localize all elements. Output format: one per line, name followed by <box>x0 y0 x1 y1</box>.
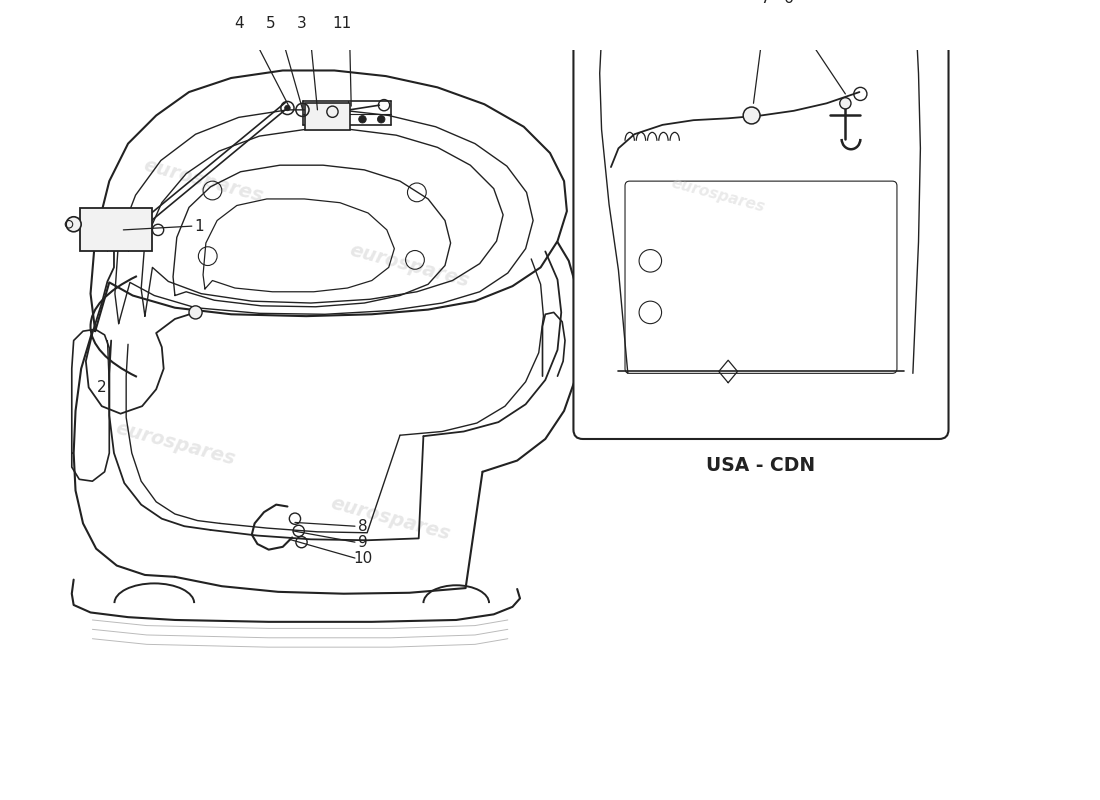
Text: eurospares: eurospares <box>141 156 265 206</box>
Circle shape <box>66 217 81 232</box>
Text: eurospares: eurospares <box>329 494 452 544</box>
FancyBboxPatch shape <box>573 0 948 439</box>
Text: eurospares: eurospares <box>348 240 472 290</box>
Text: 8: 8 <box>358 518 367 534</box>
Text: USA - CDN: USA - CDN <box>706 456 815 474</box>
Text: eurospares: eurospares <box>113 418 236 469</box>
Circle shape <box>285 105 290 110</box>
Text: 11: 11 <box>332 16 352 31</box>
Text: 7: 7 <box>761 0 770 6</box>
Circle shape <box>359 115 366 123</box>
Text: 4: 4 <box>234 16 243 31</box>
Circle shape <box>839 98 851 109</box>
Text: 2: 2 <box>97 380 107 395</box>
FancyBboxPatch shape <box>306 103 350 130</box>
Text: eurospares: eurospares <box>670 176 767 215</box>
Circle shape <box>189 306 202 319</box>
Text: 9: 9 <box>358 534 367 550</box>
Circle shape <box>744 107 760 124</box>
Text: 6: 6 <box>784 0 794 6</box>
Text: 3: 3 <box>297 16 307 31</box>
Circle shape <box>377 115 385 123</box>
Text: 1: 1 <box>195 218 205 234</box>
FancyBboxPatch shape <box>80 208 153 251</box>
Text: 10: 10 <box>353 550 372 566</box>
Text: 5: 5 <box>266 16 275 31</box>
Circle shape <box>332 115 340 123</box>
FancyBboxPatch shape <box>637 0 876 33</box>
Circle shape <box>311 115 319 123</box>
